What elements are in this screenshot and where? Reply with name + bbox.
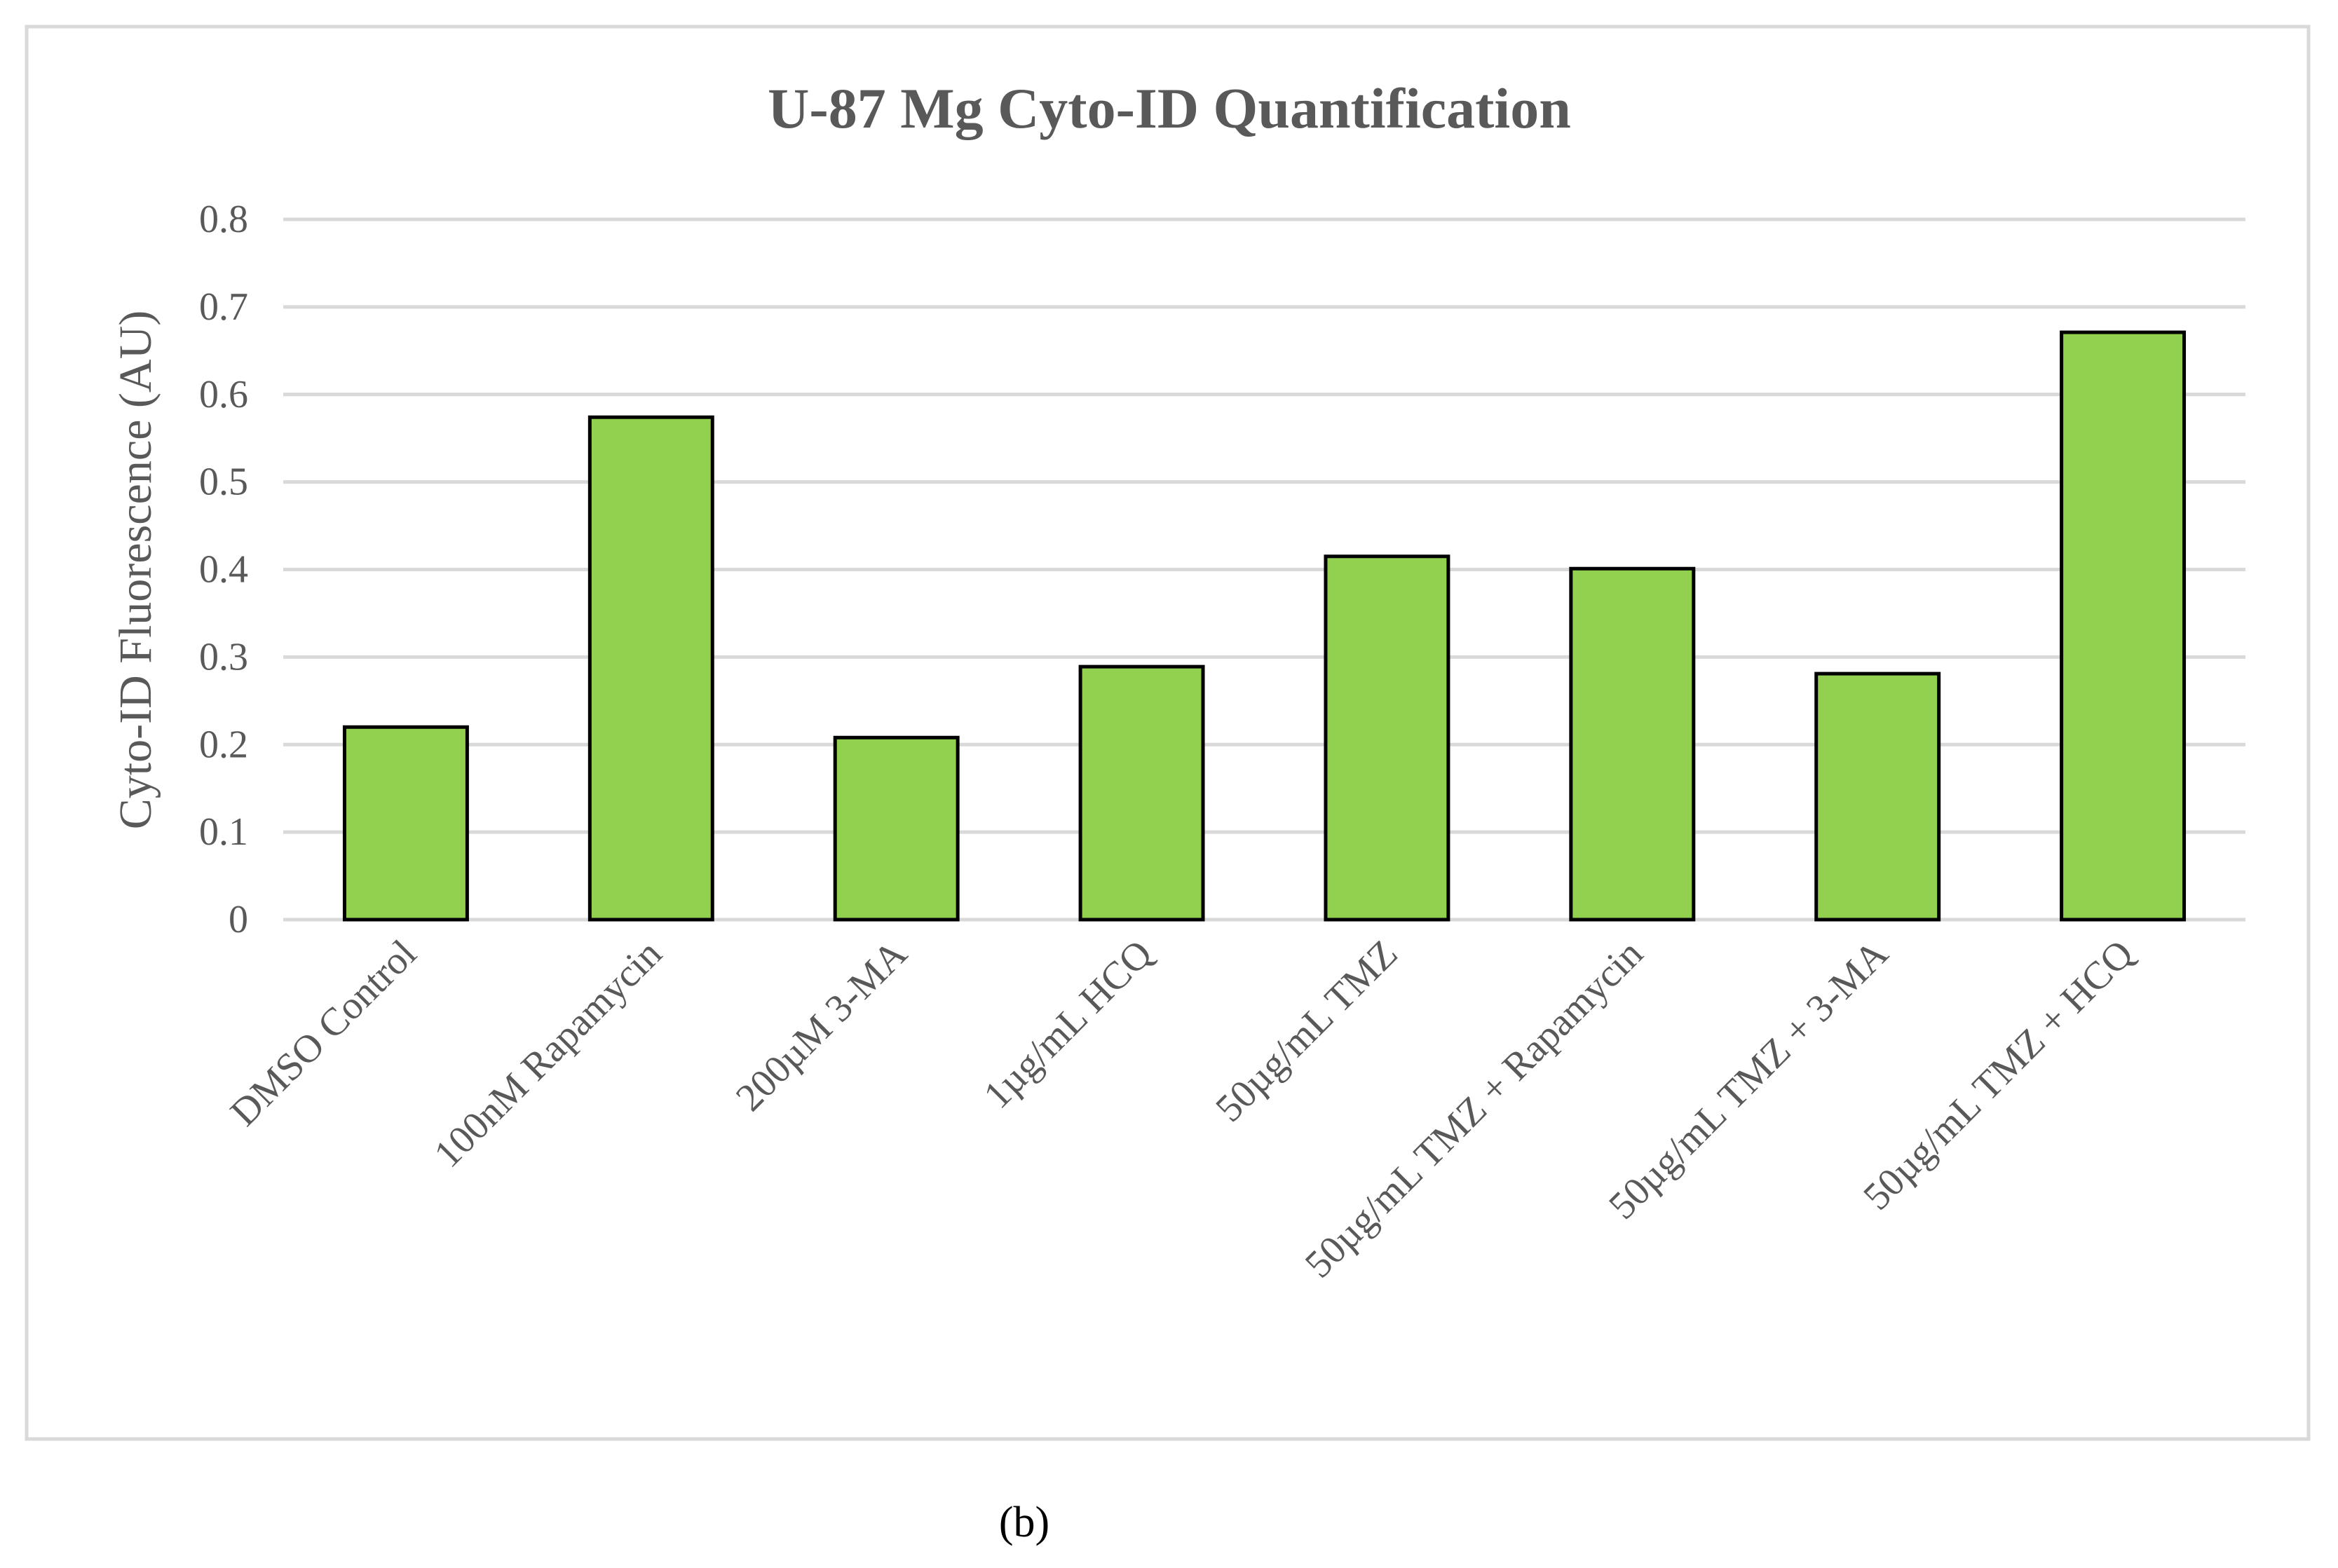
bar <box>587 415 714 922</box>
bar <box>1324 554 1450 922</box>
y-tick-label: 0.8 <box>199 198 248 241</box>
y-tick-label: 0.7 <box>199 285 248 329</box>
y-tick-label: 0.4 <box>199 548 248 592</box>
bar <box>833 735 960 922</box>
y-tick-label: 0.5 <box>199 461 248 504</box>
bar <box>2060 330 2187 922</box>
bar <box>1569 566 1696 922</box>
y-tick-label: 0.6 <box>199 373 248 416</box>
figure-caption: (b) <box>999 1499 1049 1546</box>
bar <box>342 725 469 922</box>
chart-title: U-87 Mg Cyto-ID Quantification <box>768 76 1571 140</box>
y-tick-label: 0.2 <box>199 723 248 766</box>
y-tick-label: 0.1 <box>199 810 248 854</box>
bar <box>1078 664 1205 922</box>
y-tick-label: 0 <box>229 898 248 941</box>
y-axis-label: Cyto-ID Fluorescence (AU) <box>110 311 161 829</box>
y-tick-label: 0.3 <box>199 635 248 679</box>
bar <box>1814 671 1941 922</box>
